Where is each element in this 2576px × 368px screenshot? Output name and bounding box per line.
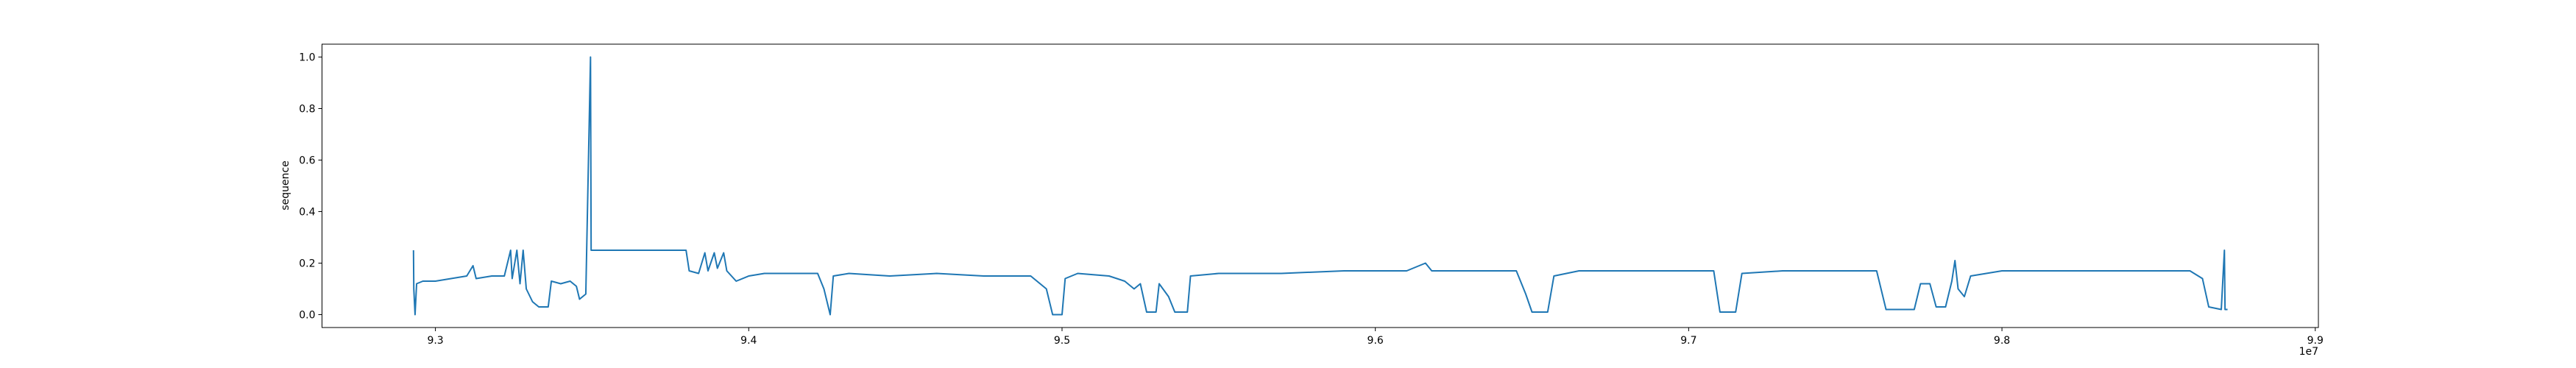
x-tick-label: 9.5: [1054, 335, 1070, 347]
y-tick-label: 0.6: [299, 155, 315, 167]
axes-frame: [322, 43, 2319, 328]
x-tick-label: 9.7: [1680, 335, 1696, 347]
x-tick-label: 9.3: [427, 335, 443, 347]
x-tick-label: 9.4: [740, 335, 757, 347]
data-line: [412, 56, 2228, 316]
y-axis-label: sequence: [280, 160, 291, 210]
y-tick-label: 0.0: [299, 310, 315, 322]
y-tick-label: 0.4: [299, 207, 315, 219]
y-tick-label: 0.2: [299, 258, 315, 270]
y-tick-label: 0.8: [299, 104, 315, 116]
x-tick-label: 9.8: [1994, 335, 2010, 347]
x-tick-label: 9.6: [1367, 335, 1384, 347]
x-tick-label: 9.9: [2307, 335, 2324, 347]
y-tick-label: 1.0: [299, 52, 315, 64]
x-offset-label: 1e7: [2299, 346, 2318, 358]
